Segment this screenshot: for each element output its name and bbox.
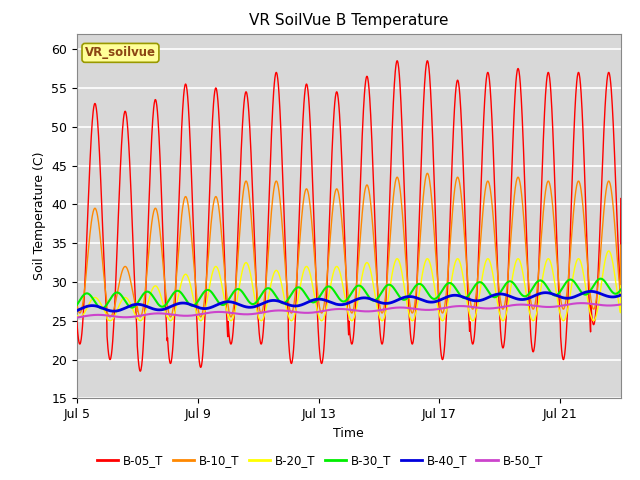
B-20_T: [307, 271, 314, 277]
B-30_T: [106, 298, 113, 304]
Line: B-10_T: B-10_T: [77, 173, 621, 317]
B-50_T: [578, 300, 586, 306]
B-40_T: [73, 308, 81, 313]
B-20_T: [605, 248, 612, 254]
Text: VR_soilvue: VR_soilvue: [85, 47, 156, 60]
B-10_T: [617, 242, 625, 248]
B-30_T: [307, 298, 314, 304]
B-10_T: [106, 314, 114, 320]
B-10_T: [73, 300, 81, 306]
Y-axis label: Soil Temperature (C): Soil Temperature (C): [33, 152, 45, 280]
Line: B-40_T: B-40_T: [77, 291, 621, 311]
B-05_T: [105, 353, 113, 359]
Line: B-30_T: B-30_T: [77, 279, 621, 309]
B-40_T: [587, 288, 595, 294]
B-30_T: [542, 283, 550, 288]
B-50_T: [315, 309, 323, 314]
B-40_T: [423, 299, 431, 304]
B-10_T: [424, 170, 431, 176]
B-30_T: [316, 294, 323, 300]
B-50_T: [362, 309, 370, 314]
B-20_T: [73, 312, 81, 318]
B-10_T: [543, 183, 550, 189]
X-axis label: Time: Time: [333, 427, 364, 440]
B-05_T: [316, 346, 323, 352]
B-05_T: [423, 58, 431, 64]
B-20_T: [315, 314, 323, 320]
B-50_T: [422, 307, 430, 313]
B-30_T: [617, 287, 625, 292]
B-50_T: [105, 313, 113, 319]
B-05_T: [543, 79, 550, 85]
B-05_T: [307, 128, 314, 133]
B-20_T: [423, 256, 431, 262]
B-05_T: [617, 196, 625, 202]
B-10_T: [105, 313, 113, 319]
B-20_T: [617, 283, 625, 289]
B-40_T: [363, 295, 371, 301]
B-10_T: [316, 303, 323, 309]
B-05_T: [363, 74, 371, 80]
Line: B-05_T: B-05_T: [77, 61, 621, 371]
B-30_T: [423, 288, 431, 294]
B-50_T: [307, 310, 314, 316]
Line: B-20_T: B-20_T: [77, 251, 621, 321]
B-50_T: [617, 301, 625, 307]
B-50_T: [542, 304, 550, 310]
B-30_T: [363, 291, 371, 297]
B-05_T: [394, 58, 401, 64]
B-30_T: [597, 276, 605, 282]
Legend: B-05_T, B-10_T, B-20_T, B-30_T, B-40_T, B-50_T: B-05_T, B-10_T, B-20_T, B-30_T, B-40_T, …: [92, 449, 548, 472]
B-40_T: [307, 298, 314, 304]
B-30_T: [98, 306, 106, 312]
B-20_T: [408, 318, 416, 324]
Title: VR SoilVue B Temperature: VR SoilVue B Temperature: [249, 13, 449, 28]
B-20_T: [362, 260, 370, 266]
B-05_T: [73, 318, 81, 324]
B-40_T: [316, 296, 323, 302]
B-40_T: [110, 308, 118, 314]
B-40_T: [617, 292, 625, 298]
Line: B-50_T: B-50_T: [77, 303, 621, 318]
B-40_T: [542, 290, 550, 296]
B-10_T: [363, 182, 371, 188]
B-50_T: [73, 315, 81, 321]
B-10_T: [307, 206, 314, 212]
B-40_T: [105, 308, 113, 313]
B-05_T: [136, 368, 144, 374]
B-30_T: [73, 302, 81, 308]
B-20_T: [105, 318, 113, 324]
B-20_T: [542, 259, 550, 264]
B-10_T: [423, 171, 431, 177]
